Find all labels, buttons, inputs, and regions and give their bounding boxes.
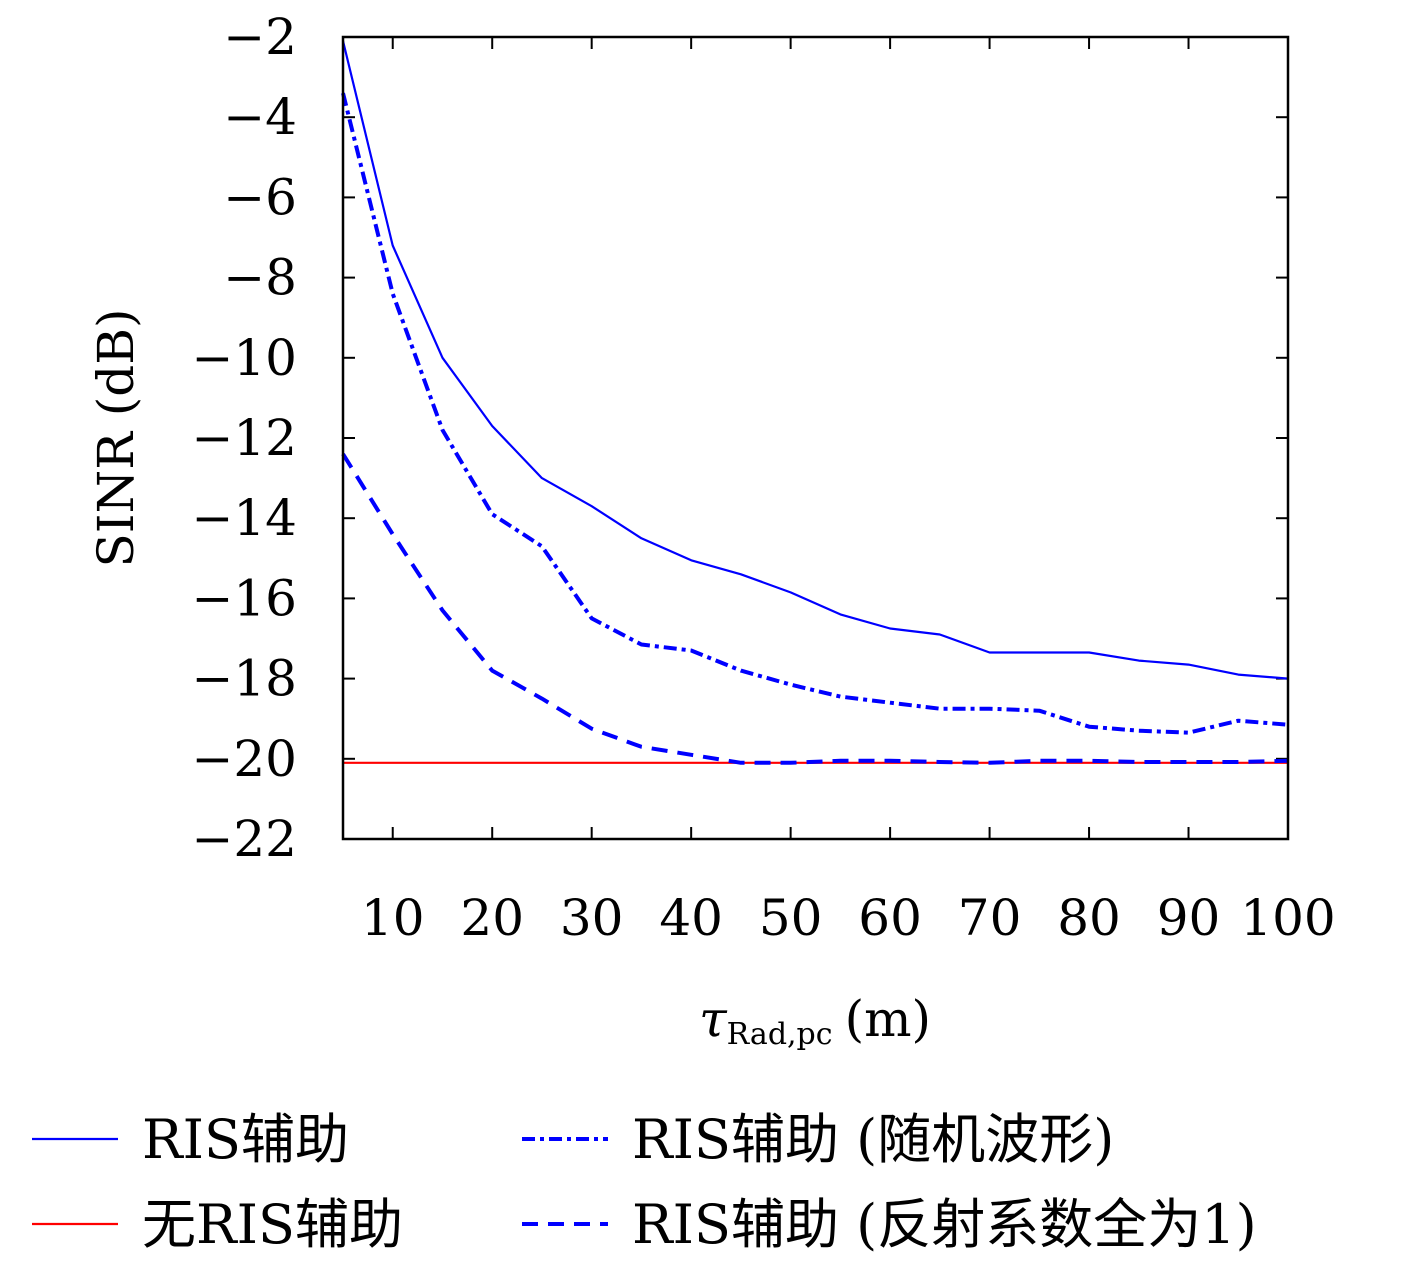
x-tick-marks (391, 37, 1289, 839)
y-tick-labels: −2 −4 −6 −8 −10 −12 −14 −16 −18 −20 −22 (191, 8, 297, 868)
y-tick-label: −22 (191, 810, 297, 868)
x-tick-label: 20 (460, 889, 524, 947)
x-axis-label-symbol: τ (699, 990, 728, 1048)
x-tick-label: 60 (858, 889, 922, 947)
y-tick-label: −12 (191, 409, 297, 467)
y-tick-label: −18 (191, 650, 297, 708)
series-lines (341, 40, 1289, 765)
x-tick-label: 40 (659, 889, 723, 947)
legend-label-2: 无RIS辅助 (142, 1193, 403, 1256)
legend-label-4: RIS辅助 (反射系数全为1) (632, 1193, 1257, 1256)
x-tick-label: 90 (1157, 889, 1221, 947)
y-tick-label: −14 (191, 489, 297, 547)
y-tick-label: −6 (223, 168, 297, 226)
x-tick-label: 100 (1240, 889, 1335, 947)
x-tick-label: 50 (759, 889, 823, 947)
x-axis-label: τRad,pc (m) (699, 990, 931, 1052)
y-tick-label: −10 (191, 329, 297, 387)
legend-label-1: RIS辅助 (142, 1108, 349, 1171)
x-axis-label-unit: (m) (845, 990, 931, 1048)
x-tick-label: 70 (958, 889, 1022, 947)
x-axis-label-subscript: Rad,pc (727, 1017, 833, 1052)
series-line-3 (341, 92, 1289, 735)
x-tick-label: 10 (361, 889, 425, 947)
y-axis-label: SINR (dB) (87, 308, 145, 567)
y-tick-label: −8 (223, 249, 297, 307)
y-tick-marks (343, 36, 1288, 840)
y-tick-label: −20 (191, 730, 297, 788)
x-tick-labels: 10 20 30 40 50 60 70 80 90 100 (361, 889, 1336, 947)
series-line-4 (341, 452, 1289, 765)
y-tick-label: −16 (191, 569, 297, 627)
x-tick-label: 30 (560, 889, 624, 947)
legend-label-3: RIS辅助 (随机波形) (632, 1108, 1114, 1171)
plot-frame (341, 35, 1290, 841)
y-tick-label: −4 (223, 88, 297, 146)
x-tick-label: 80 (1057, 889, 1121, 947)
series-line-1 (341, 40, 1289, 680)
y-tick-label: −2 (223, 8, 297, 66)
